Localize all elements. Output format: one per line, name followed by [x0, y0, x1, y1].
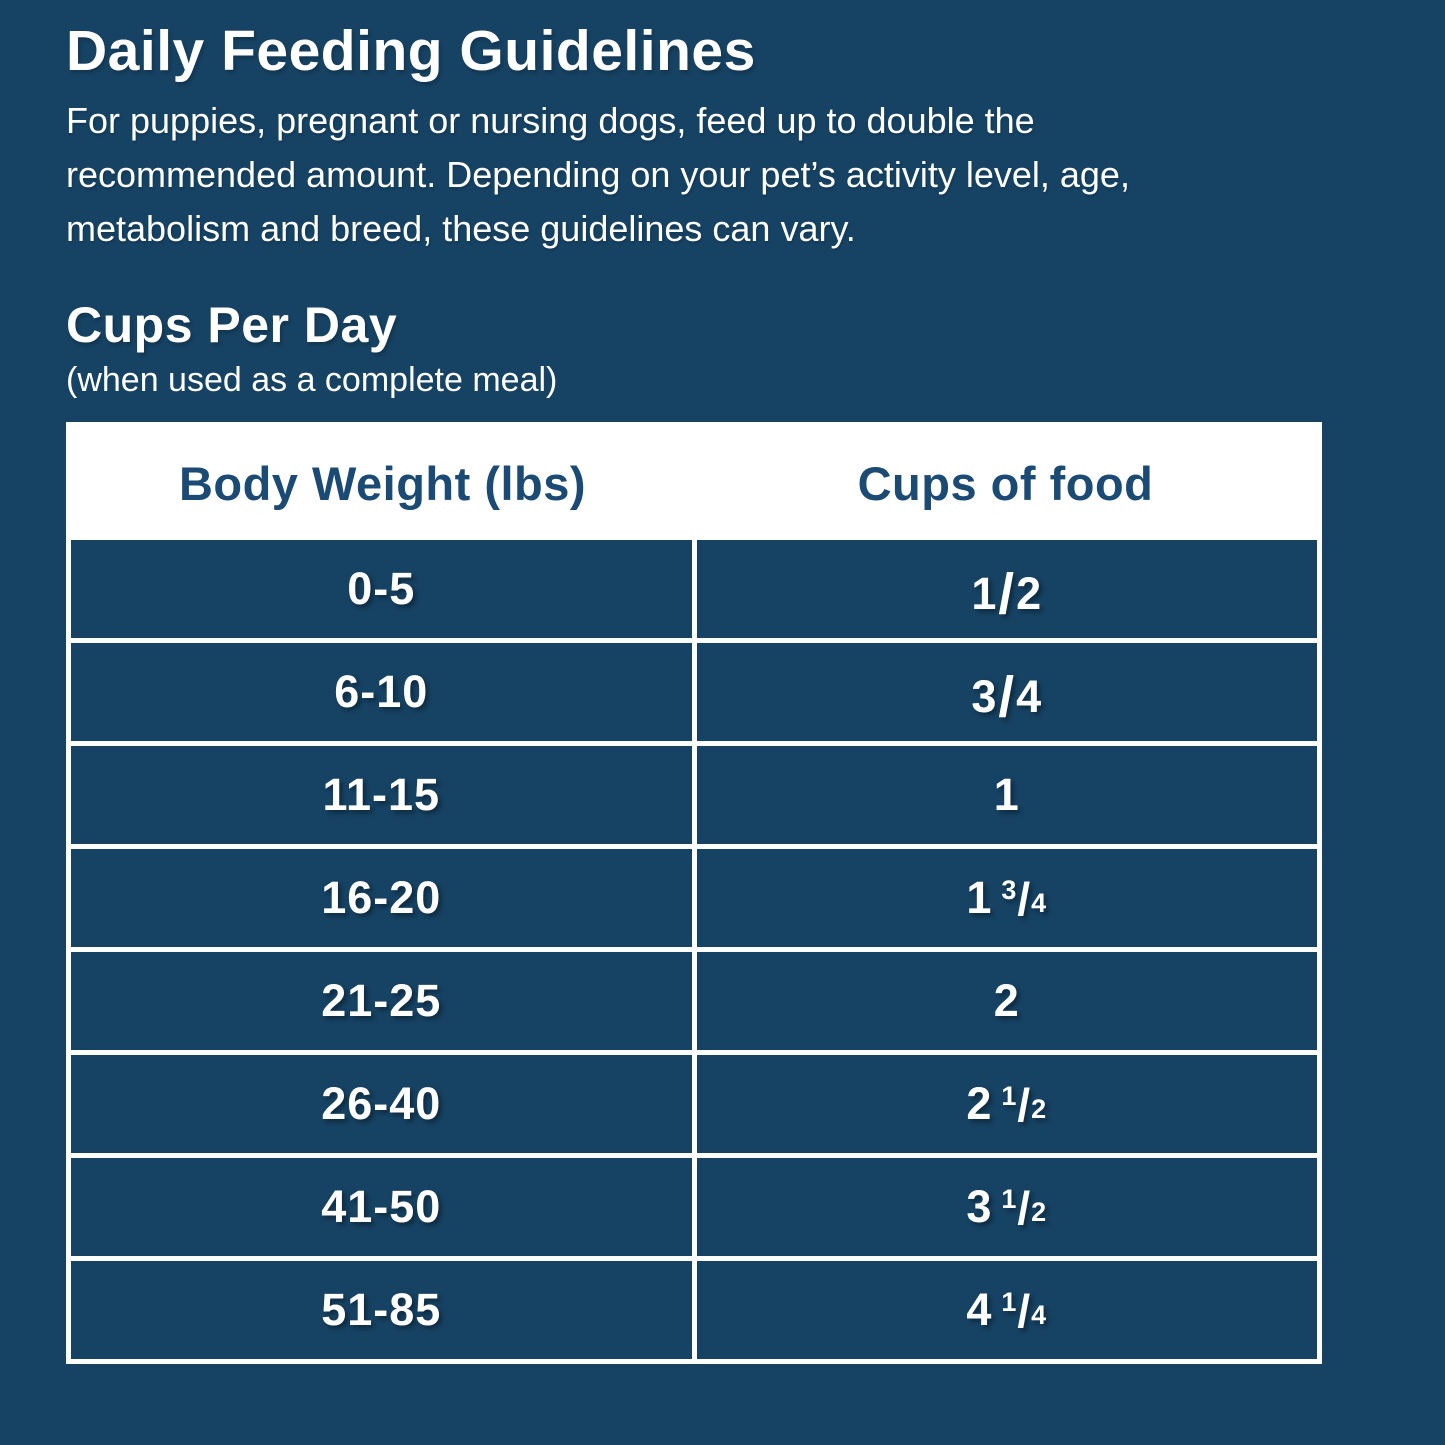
- cups-whole-number: 2: [993, 975, 1020, 1026]
- cups-fraction: 3/4: [971, 665, 1043, 728]
- weight-cell: 21-25: [71, 952, 692, 1050]
- cups-fraction: 1/2: [971, 562, 1043, 625]
- cups-whole-number: 3: [966, 1181, 993, 1232]
- column-header-cups-of-food: Cups of food: [857, 457, 1154, 510]
- weight-cell: 0-5: [71, 540, 692, 638]
- cups-cell: 1 3/4: [696, 849, 1317, 947]
- cups-whole-number: 2: [966, 1078, 993, 1129]
- cups-cell: 1: [696, 746, 1317, 844]
- cups-cell: 1/2: [696, 540, 1317, 638]
- intro-text: For puppies, pregnant or nursing dogs, f…: [66, 100, 1130, 249]
- section-title: Cups Per Day: [66, 297, 398, 353]
- column-header-body-weight: Body Weight (lbs): [178, 457, 587, 510]
- page-title: Daily Feeding Guidelines: [66, 19, 756, 83]
- feeding-guidelines-panel: Daily Feeding Guidelines For puppies, pr…: [66, 19, 1322, 1364]
- cups-whole-number: 1: [993, 769, 1020, 820]
- cups-fraction: 3/4: [1001, 872, 1048, 925]
- cups-fraction: 1/2: [1001, 1078, 1048, 1131]
- table-body: 0-5 1/2 6-10 3/4 11-15 1 16-20 1 3/4 21-25 2 26-40 2…: [71, 540, 1317, 1359]
- cups-whole-number: 4: [966, 1284, 993, 1335]
- cups-cell: 2 1/2: [696, 1055, 1317, 1153]
- weight-cell: 51-85: [71, 1261, 692, 1359]
- cups-cell: 3/4: [696, 643, 1317, 741]
- weight-cell: 6-10: [71, 643, 692, 741]
- weight-cell: 16-20: [71, 849, 692, 947]
- weight-cell: 11-15: [71, 746, 692, 844]
- feeding-table: Body Weight (lbs) Cups of food 0-5 1/2 6-1…: [66, 422, 1322, 1364]
- cups-cell: 3 1/2: [696, 1158, 1317, 1256]
- section-subtitle: (when used as a complete meal): [66, 361, 558, 399]
- weight-cell: 26-40: [71, 1055, 692, 1153]
- cups-cell: 2: [696, 952, 1317, 1050]
- cups-fraction: 1/2: [1001, 1181, 1048, 1234]
- weight-cell: 41-50: [71, 1158, 692, 1256]
- cups-cell: 4 1/4: [696, 1261, 1317, 1359]
- table-header-row: Body Weight (lbs) Cups of food: [71, 427, 1317, 540]
- cups-fraction: 1/4: [1001, 1284, 1048, 1337]
- cups-whole-number: 1: [966, 872, 993, 923]
